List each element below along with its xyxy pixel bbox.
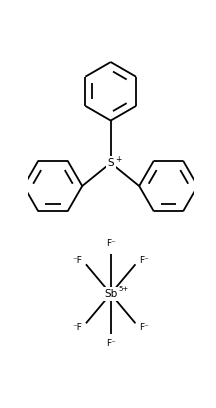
Text: F⁻: F⁻ bbox=[139, 323, 149, 332]
Text: F⁻: F⁻ bbox=[139, 256, 149, 265]
Text: +: + bbox=[115, 155, 122, 164]
Text: 5+: 5+ bbox=[118, 286, 129, 292]
Text: Sb: Sb bbox=[104, 289, 117, 299]
Text: F⁻: F⁻ bbox=[106, 339, 116, 348]
Text: S: S bbox=[107, 158, 114, 168]
Text: F⁻: F⁻ bbox=[106, 239, 116, 248]
Text: ⁻F: ⁻F bbox=[73, 256, 83, 265]
Text: ⁻F: ⁻F bbox=[73, 323, 83, 332]
